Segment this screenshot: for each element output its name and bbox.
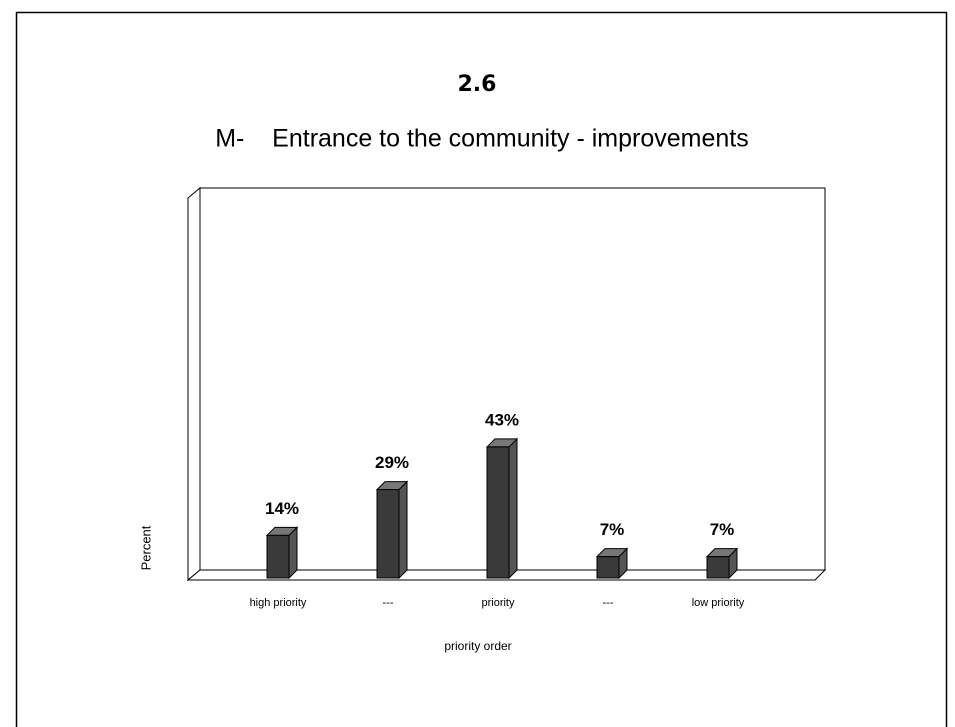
bar-side <box>398 480 408 580</box>
side-wall <box>187 186 201 582</box>
x-tick-label: low priority <box>692 597 745 609</box>
x-tick-label: --- <box>603 597 614 609</box>
data-label: 7% <box>710 520 735 539</box>
chart-title: 2.6 <box>458 72 497 97</box>
bar-side <box>508 437 518 580</box>
y-axis-label: Percent <box>138 525 153 570</box>
x-axis-label: priority order <box>444 639 511 653</box>
data-label: 7% <box>600 520 625 539</box>
bar <box>706 556 730 579</box>
data-label: 29% <box>375 453 409 472</box>
bar <box>376 489 400 579</box>
x-tick-label: --- <box>383 597 394 609</box>
x-tick-label: high priority <box>250 597 307 609</box>
bar <box>596 556 620 579</box>
bar-side <box>288 526 298 580</box>
data-label: 43% <box>485 410 519 429</box>
chart-subtitle: M- Entrance to the community - improveme… <box>215 125 749 153</box>
bar <box>266 534 290 579</box>
bar <box>486 446 510 579</box>
x-tick-label: priority <box>481 597 515 609</box>
data-label: 14% <box>265 499 299 518</box>
